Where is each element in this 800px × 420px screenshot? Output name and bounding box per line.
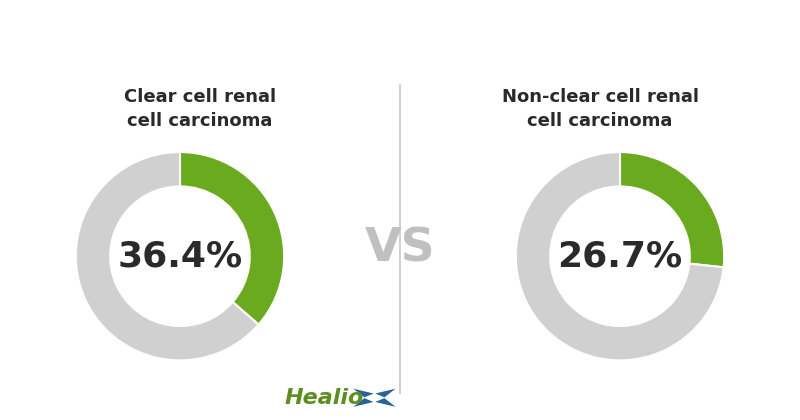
Polygon shape <box>353 398 374 407</box>
Polygon shape <box>353 388 374 397</box>
Polygon shape <box>375 388 396 397</box>
Wedge shape <box>180 152 284 325</box>
Text: Clear cell renal
cell carcinoma: Clear cell renal cell carcinoma <box>124 88 276 129</box>
Wedge shape <box>620 152 724 267</box>
Wedge shape <box>76 152 258 360</box>
Text: Non-clear cell renal
cell carcinoma: Non-clear cell renal cell carcinoma <box>502 88 698 129</box>
Polygon shape <box>375 398 396 407</box>
Text: ORRs with first-line pembrolizumab for RCC: ORRs with first-line pembrolizumab for R… <box>143 29 657 49</box>
Text: 26.7%: 26.7% <box>558 239 682 273</box>
Text: Healio: Healio <box>285 388 364 408</box>
Text: VS: VS <box>365 226 435 271</box>
Text: 36.4%: 36.4% <box>118 239 242 273</box>
Wedge shape <box>516 152 723 360</box>
